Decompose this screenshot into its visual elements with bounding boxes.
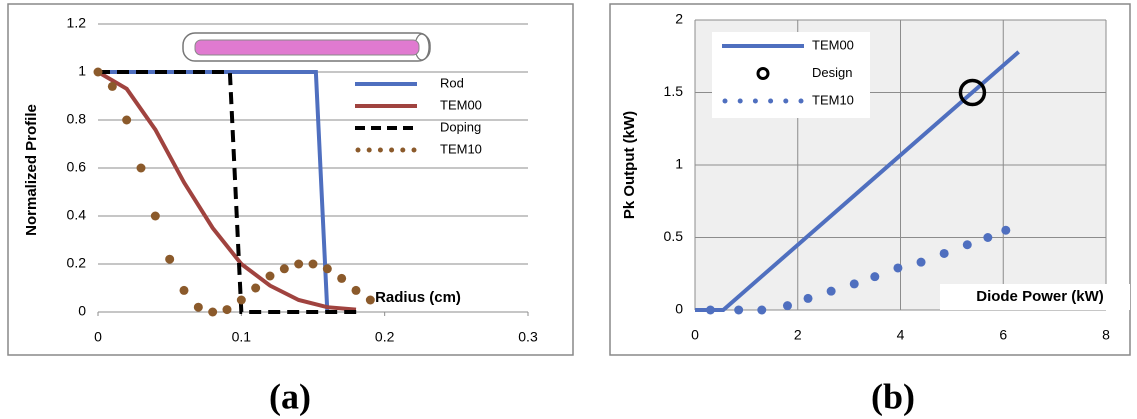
x-tick-label: 0.2	[375, 329, 395, 345]
series-line	[98, 70, 364, 314]
legend-swatch	[798, 98, 804, 104]
x-axis-label: Radius (cm)	[375, 289, 461, 306]
y-tick-label: 0	[675, 301, 683, 317]
y-tick-label: 0	[78, 303, 86, 319]
legend-label: TEM00	[812, 37, 854, 52]
data-point	[150, 211, 160, 221]
legend-swatch	[366, 147, 372, 153]
y-tick-label: 1.5	[664, 83, 684, 99]
x-axis-label: Diode Power (kW)	[976, 288, 1104, 305]
data-point	[122, 115, 132, 125]
chart-layer: 0 0.2 0.4 0.6 0.8 1 1.2 0 0.1 0.2 0.3 Rod TEM00 Dopin…	[23, 11, 1130, 416]
y-tick-label: 1	[78, 63, 86, 79]
data-point	[782, 301, 792, 311]
y-tick-label: 1	[675, 156, 683, 172]
legend-label: TEM10	[812, 92, 854, 107]
data-point	[279, 264, 289, 274]
data-point	[236, 295, 246, 305]
data-point	[365, 295, 375, 305]
axis-label-background	[940, 284, 1130, 310]
data-point	[208, 307, 218, 317]
y-tick-label: 0.4	[67, 207, 87, 223]
rod-illustration	[182, 32, 431, 62]
x-tick-label: 8	[1102, 327, 1110, 343]
legend-swatch	[377, 147, 383, 153]
data-point	[893, 263, 903, 273]
y-tick-label: 0.2	[67, 255, 87, 271]
y-tick-label: 0.8	[67, 111, 87, 127]
data-point	[93, 67, 103, 77]
data-point	[803, 293, 813, 303]
x-tick-label: 0.1	[232, 329, 252, 345]
legend-swatch	[752, 98, 758, 104]
data-point	[107, 81, 117, 91]
data-point	[165, 254, 175, 264]
x-tick-label: 2	[794, 327, 802, 343]
x-tick-label: 0.3	[518, 329, 538, 345]
data-point	[983, 233, 993, 242]
series-line	[695, 50, 1020, 312]
data-point	[265, 271, 275, 281]
data-point	[136, 163, 146, 173]
data-point	[916, 257, 926, 267]
legend-label: TEM10	[440, 141, 482, 156]
legend-label: Design	[812, 65, 852, 80]
data-point	[294, 259, 304, 269]
data-point	[1001, 225, 1011, 235]
legend-swatch	[389, 147, 395, 153]
legend-label: Doping	[440, 119, 481, 134]
x-tick-label: 4	[897, 327, 905, 343]
legend-swatch	[756, 67, 770, 80]
x-tick-label: 0	[94, 329, 102, 345]
panel-label: (b)	[871, 376, 915, 416]
y-tick-label: 0.5	[664, 228, 684, 244]
legend-swatch	[737, 98, 743, 104]
legend-swatch	[768, 98, 774, 104]
data-point	[962, 240, 972, 250]
legend-label: TEM00	[440, 97, 482, 112]
y-axis-label: Normalized Profile	[23, 104, 40, 236]
data-point	[308, 259, 318, 269]
data-point	[870, 272, 880, 282]
x-tick-label: 6	[999, 327, 1007, 343]
design-point	[958, 78, 987, 107]
rod	[194, 39, 420, 56]
data-point	[757, 305, 767, 315]
data-point	[849, 279, 859, 289]
data-point	[705, 305, 715, 315]
y-tick-label: 0.6	[67, 159, 87, 175]
y-tick-label: 2	[675, 11, 683, 27]
data-point	[337, 273, 347, 283]
x-tick-label: 0	[691, 327, 699, 343]
data-point	[179, 285, 189, 295]
panel-label: (a)	[269, 376, 311, 416]
legend-swatch	[722, 98, 728, 104]
legend-swatch	[400, 147, 406, 153]
data-point	[222, 305, 232, 315]
data-point	[251, 283, 261, 293]
data-point	[193, 302, 203, 312]
series-line	[96, 70, 357, 312]
legend-swatch	[783, 98, 789, 104]
data-point	[351, 285, 361, 295]
y-tick-label: 1.2	[67, 15, 87, 31]
data-point	[826, 286, 836, 296]
data-point	[734, 305, 744, 315]
legend-label: Rod	[440, 75, 464, 90]
y-axis-label: Pk Output (kW)	[621, 111, 638, 219]
legend-swatch	[355, 147, 361, 153]
data-point	[939, 248, 949, 258]
data-point	[322, 264, 332, 274]
legend-swatch	[411, 147, 417, 153]
series-line	[98, 70, 330, 313]
